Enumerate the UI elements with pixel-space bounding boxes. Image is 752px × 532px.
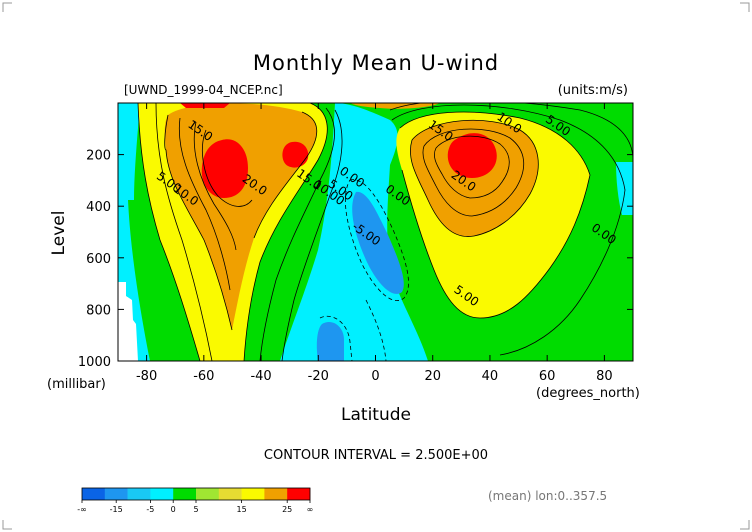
colorbar: -∞ -15 -5 0 5 15 25 ∞ <box>77 487 314 514</box>
colorbar-swatch <box>104 488 128 500</box>
x-units-label: (degrees_north) <box>536 386 640 401</box>
contour-interval-label: CONTOUR INTERVAL = 2.500E+00 <box>264 448 488 463</box>
corner-mark-tl <box>2 2 12 12</box>
sh-jet-secondary-core <box>282 141 309 168</box>
colorbar-label: 5 <box>193 505 198 514</box>
y-tick-label: 1000 <box>78 355 111 370</box>
x-tick-label: 80 <box>596 369 613 384</box>
easterly-region <box>280 103 428 361</box>
nh-jet-core <box>447 133 497 178</box>
x-axis: -80 -60 -40 -20 0 20 40 60 80 <box>136 103 613 384</box>
y-tick-label: 800 <box>86 303 111 318</box>
y-tick-label: 200 <box>86 149 111 164</box>
x-tick-label: -80 <box>136 369 157 384</box>
colorbar-swatch <box>82 488 106 500</box>
x-tick-label: -60 <box>193 369 214 384</box>
missing-data-patch <box>118 282 138 361</box>
x-axis-title: Latitude <box>341 405 411 425</box>
x-tick-label: 20 <box>424 369 441 384</box>
corner-mark-br <box>740 520 750 530</box>
colorbar-label: 25 <box>282 505 292 514</box>
colorbar-swatch <box>173 488 197 500</box>
colorbar-label: -∞ <box>77 505 87 514</box>
colorbar-label: -5 <box>146 505 154 514</box>
colorbar-swatch <box>127 488 151 500</box>
sh-jet-core <box>201 139 248 198</box>
colorbar-swatch <box>150 488 174 500</box>
colorbar-swatch <box>264 488 288 500</box>
strong-easterly-lower <box>316 321 344 361</box>
x-tick-label: 40 <box>482 369 499 384</box>
units-label: (units:m/s) <box>558 83 628 98</box>
nh-jet-orange <box>410 120 539 237</box>
colorbar-label: 15 <box>237 505 247 514</box>
corner-mark-bl <box>2 520 12 530</box>
easterly-region-tl <box>118 103 140 200</box>
colorbar-label: 0 <box>171 505 176 514</box>
x-tick-label: -40 <box>250 369 271 384</box>
colorbar-label: -15 <box>110 505 123 514</box>
contour-lines <box>137 103 633 361</box>
top-orange-strip <box>350 103 440 109</box>
y-units-label: (millibar) <box>47 377 106 392</box>
chart-title: Monthly Mean U-wind <box>253 51 499 75</box>
colorbar-swatch <box>241 488 265 500</box>
colorbar-swatch <box>287 488 311 500</box>
colorbar-swatch <box>218 488 242 500</box>
dataset-label: [UWND_1999-04_NCEP.nc] <box>124 83 283 97</box>
top-red-strip <box>180 103 230 108</box>
colorbar-label: ∞ <box>307 505 314 514</box>
negative-contours <box>319 179 409 361</box>
y-axis-title: Level <box>49 211 69 256</box>
x-tick-label: -20 <box>308 369 329 384</box>
colorbar-swatch <box>196 488 220 500</box>
strong-easterly-upper <box>352 191 404 294</box>
x-tick-label: 60 <box>539 369 556 384</box>
corner-mark-tr <box>740 2 750 12</box>
y-tick-label: 600 <box>86 252 111 267</box>
footer-mean-label: (mean) lon:0..357.5 <box>488 489 607 503</box>
y-tick-label: 400 <box>86 200 111 215</box>
x-tick-label: 0 <box>371 369 379 384</box>
y-axis: 200 400 600 800 1000 <box>78 149 633 370</box>
